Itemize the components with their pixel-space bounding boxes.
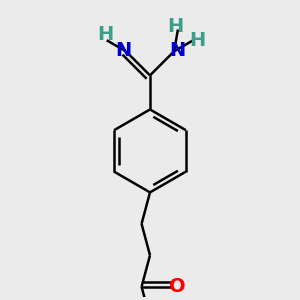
Text: N: N <box>116 41 132 60</box>
Text: H: H <box>97 26 113 44</box>
Text: N: N <box>169 41 185 60</box>
Text: H: H <box>190 31 206 50</box>
Text: H: H <box>167 17 183 36</box>
Text: O: O <box>169 277 186 296</box>
